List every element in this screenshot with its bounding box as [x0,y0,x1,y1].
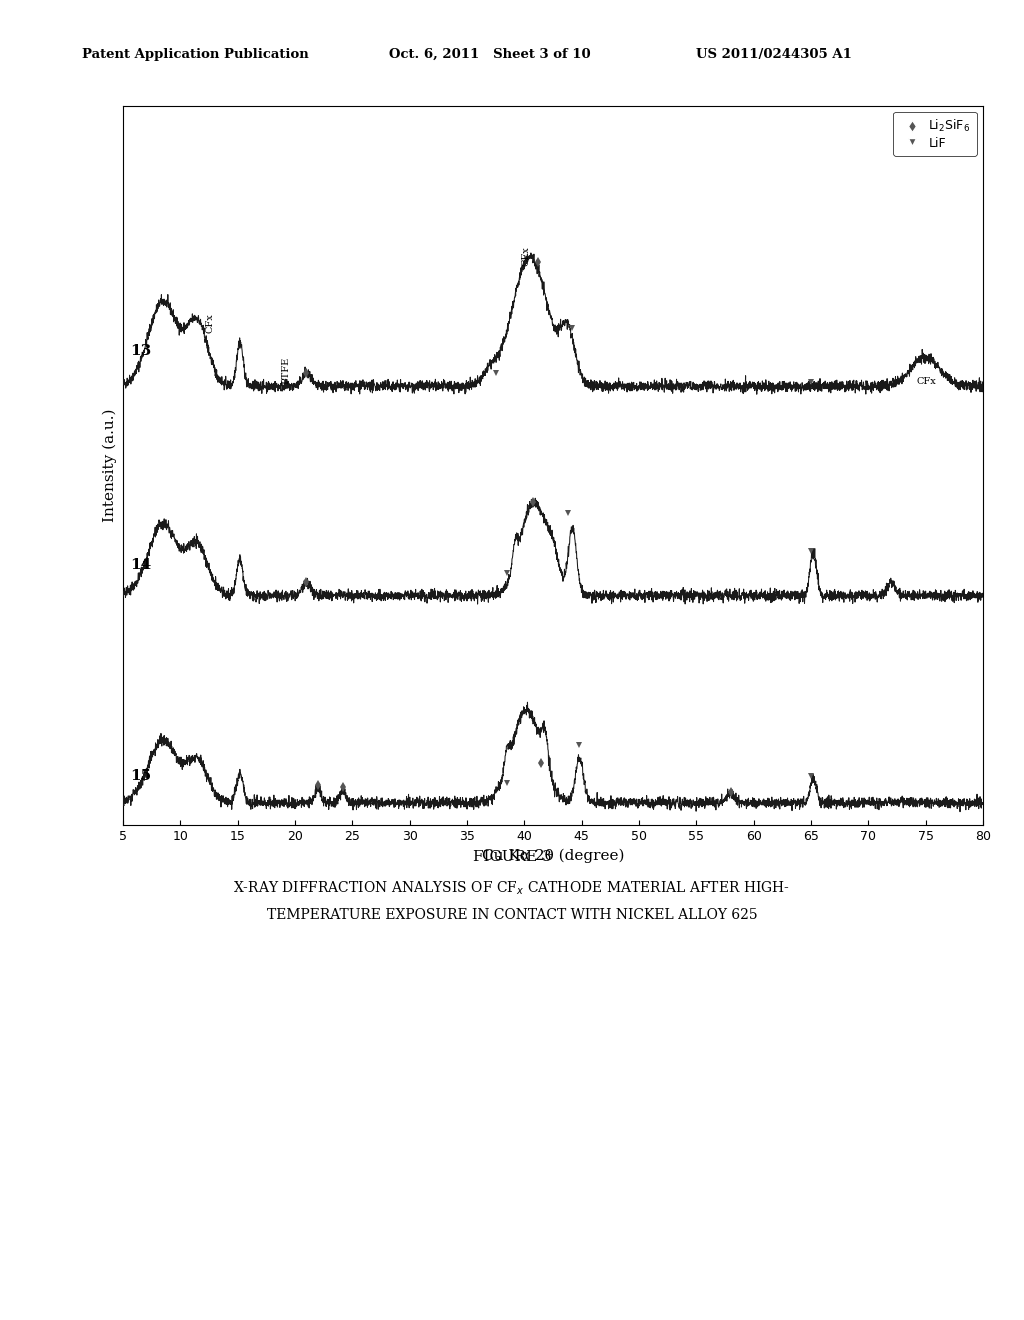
Text: CFx: CFx [916,378,936,387]
Text: CFx: CFx [206,313,214,333]
Text: CFx: CFx [522,247,531,265]
Text: Patent Application Publication: Patent Application Publication [82,48,308,61]
Text: PTFE: PTFE [282,356,290,384]
Legend: Li$_2$SiF$_6$, LiF: Li$_2$SiF$_6$, LiF [893,112,977,156]
Text: 15: 15 [130,770,151,784]
Text: X-RAY DIFFRACTION ANALYSIS OF CF$_x$ CATHODE MATERIAL AFTER HIGH-: X-RAY DIFFRACTION ANALYSIS OF CF$_x$ CAT… [233,879,791,896]
X-axis label: Cu Kα 2θ (degree): Cu Kα 2θ (degree) [481,849,625,863]
Text: US 2011/0244305 A1: US 2011/0244305 A1 [696,48,852,61]
Text: FIGURE 3: FIGURE 3 [473,850,551,863]
Text: TEMPERATURE EXPOSURE IN CONTACT WITH NICKEL ALLOY 625: TEMPERATURE EXPOSURE IN CONTACT WITH NIC… [266,908,758,921]
Text: Oct. 6, 2011   Sheet 3 of 10: Oct. 6, 2011 Sheet 3 of 10 [389,48,591,61]
Y-axis label: Intensity (a.u.): Intensity (a.u.) [103,409,118,521]
Text: 14: 14 [130,558,151,572]
Text: 13: 13 [130,345,151,358]
